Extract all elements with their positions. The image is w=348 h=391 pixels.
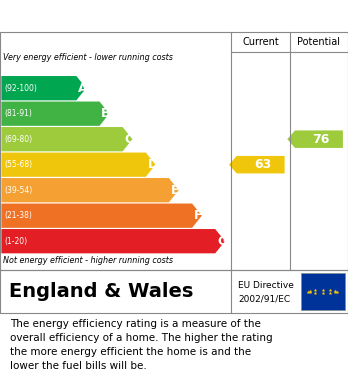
Text: F: F (194, 209, 202, 222)
Text: Not energy efficient - higher running costs: Not energy efficient - higher running co… (3, 256, 174, 265)
Text: (1-20): (1-20) (4, 237, 27, 246)
Text: Energy Efficiency Rating: Energy Efficiency Rating (10, 9, 220, 24)
Text: D: D (148, 158, 158, 171)
Text: EU Directive: EU Directive (238, 281, 294, 290)
Text: Very energy efficient - lower running costs: Very energy efficient - lower running co… (3, 54, 173, 63)
Bar (301, 273, 345, 310)
Polygon shape (1, 178, 179, 202)
Text: 63: 63 (254, 158, 271, 171)
Text: 76: 76 (312, 133, 329, 146)
Text: (55-68): (55-68) (4, 160, 32, 169)
Text: England & Wales: England & Wales (9, 282, 193, 301)
Polygon shape (1, 76, 86, 100)
Polygon shape (1, 229, 225, 253)
Text: E: E (171, 184, 179, 197)
Polygon shape (1, 102, 109, 126)
Text: (92-100): (92-100) (4, 84, 37, 93)
Polygon shape (229, 156, 285, 174)
Text: (39-54): (39-54) (4, 186, 32, 195)
Polygon shape (287, 131, 343, 148)
Text: G: G (217, 235, 227, 248)
Text: (81-91): (81-91) (4, 109, 32, 118)
Text: (69-80): (69-80) (4, 135, 32, 143)
Text: (21-38): (21-38) (4, 211, 32, 220)
Text: Potential: Potential (298, 37, 340, 47)
Polygon shape (1, 127, 132, 151)
Text: B: B (101, 107, 111, 120)
Text: The energy efficiency rating is a measure of the
overall efficiency of a home. T: The energy efficiency rating is a measur… (10, 319, 273, 371)
Text: Current: Current (242, 37, 279, 47)
Text: A: A (78, 82, 88, 95)
Text: 2002/91/EC: 2002/91/EC (238, 295, 291, 304)
Text: C: C (124, 133, 134, 146)
Polygon shape (1, 204, 202, 228)
Polygon shape (1, 152, 156, 177)
